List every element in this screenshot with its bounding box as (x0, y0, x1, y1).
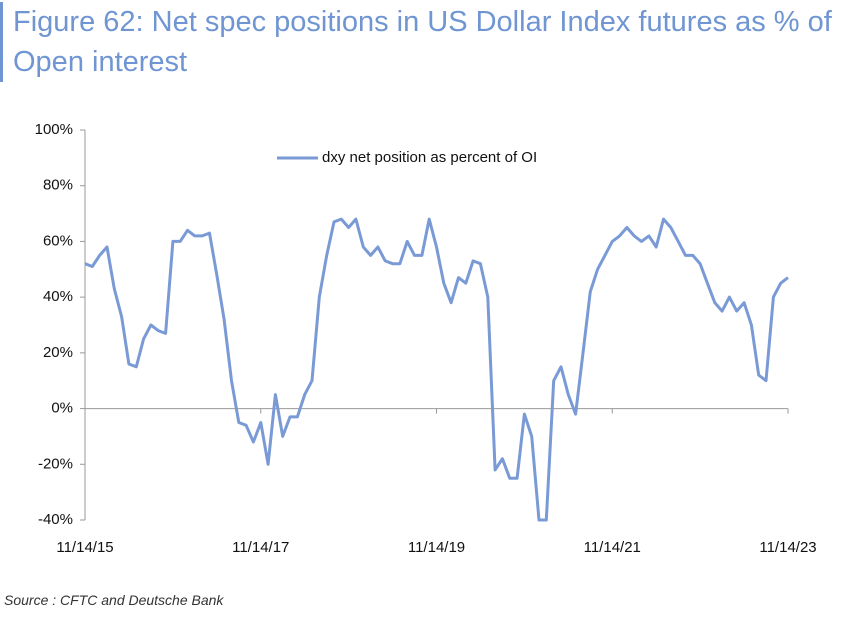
x-tick-label: 11/14/17 (232, 539, 289, 556)
chart-title: Figure 62: Net spec positions in US Doll… (0, 2, 863, 82)
y-tick-label: 80% (43, 177, 73, 194)
y-tick-label: -20% (38, 455, 73, 472)
y-tick-label: 0% (51, 400, 73, 417)
x-tick-label: 11/14/15 (56, 539, 113, 556)
y-tick-label: 60% (43, 232, 73, 249)
y-tick-label: 40% (43, 288, 73, 305)
source-note: Source : CFTC and Deutsche Bank (4, 592, 224, 608)
y-tick-label: 20% (43, 344, 73, 361)
y-tick-label: 100% (35, 121, 73, 138)
legend-label: dxy net position as percent of OI (322, 149, 537, 166)
x-tick-label: 11/14/23 (759, 539, 816, 556)
y-tick-label: -40% (38, 511, 73, 528)
x-tick-label: 11/14/21 (584, 539, 641, 556)
x-tick-label: 11/14/19 (408, 539, 465, 556)
data-line (84, 217, 789, 522)
